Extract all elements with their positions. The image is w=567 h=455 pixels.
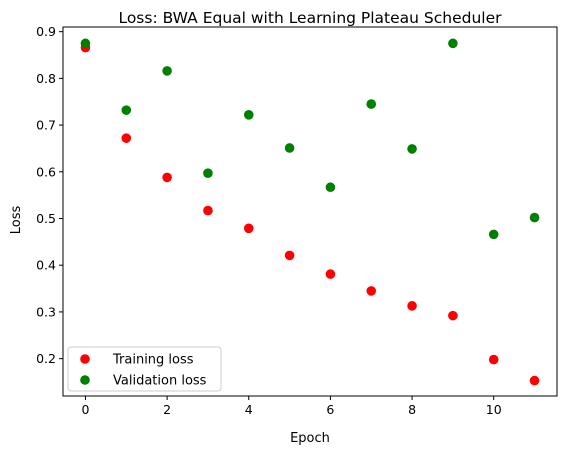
training-loss-point bbox=[325, 269, 336, 279]
training-loss-point bbox=[448, 310, 458, 321]
x-tick-label: 0 bbox=[81, 402, 89, 417]
validation-loss-point bbox=[325, 182, 336, 193]
validation-loss-point bbox=[80, 38, 91, 49]
validation-loss-point bbox=[243, 110, 254, 120]
y-tick-label: 0.8 bbox=[36, 71, 56, 86]
training-loss-point bbox=[407, 301, 417, 311]
y-tick-label: 0.7 bbox=[36, 118, 56, 133]
legend-label: Validation loss bbox=[113, 374, 207, 389]
validation-loss-point bbox=[284, 143, 295, 153]
training-loss-point bbox=[121, 133, 132, 143]
y-axis-label: Loss bbox=[9, 206, 24, 235]
training-loss-point bbox=[284, 250, 295, 261]
legend-marker bbox=[80, 354, 90, 364]
training-loss-point bbox=[366, 286, 377, 296]
validation-loss-point bbox=[529, 212, 540, 223]
legend: Training loss Validation loss bbox=[67, 346, 222, 392]
validation-loss-point bbox=[488, 229, 499, 240]
x-tick-label: 8 bbox=[408, 402, 416, 417]
plot-frame bbox=[62, 26, 558, 397]
chart-title: Loss: BWA Equal with Learning Plateau Sc… bbox=[118, 9, 502, 27]
y-tick-label: 0.2 bbox=[36, 351, 56, 366]
training-loss-point bbox=[162, 172, 172, 183]
legend-box bbox=[67, 346, 222, 392]
training-loss-point bbox=[488, 354, 499, 365]
x-tick-label: 10 bbox=[486, 402, 502, 417]
validation-loss-point bbox=[121, 105, 132, 115]
legend-label: Training loss bbox=[112, 353, 194, 368]
x-tick-label: 6 bbox=[326, 402, 334, 417]
training-loss-point bbox=[529, 375, 540, 386]
validation-loss-point bbox=[366, 99, 377, 109]
legend-marker bbox=[80, 375, 90, 385]
y-tick-label: 0.9 bbox=[36, 24, 56, 39]
validation-loss-point bbox=[407, 144, 417, 154]
y-tick-label: 0.3 bbox=[36, 304, 56, 319]
validation-loss-point bbox=[162, 66, 172, 76]
training-loss-point bbox=[203, 205, 213, 216]
training-loss-point bbox=[243, 223, 254, 234]
x-axis-label: Epoch bbox=[290, 431, 330, 446]
validation-loss-point bbox=[448, 38, 458, 49]
y-tick-label: 0.6 bbox=[36, 164, 56, 179]
x-tick-label: 2 bbox=[163, 402, 171, 417]
x-tick-label: 4 bbox=[245, 402, 253, 417]
y-tick-label: 0.4 bbox=[36, 258, 56, 273]
y-tick-label: 0.5 bbox=[36, 211, 56, 226]
validation-loss-point bbox=[203, 168, 213, 178]
